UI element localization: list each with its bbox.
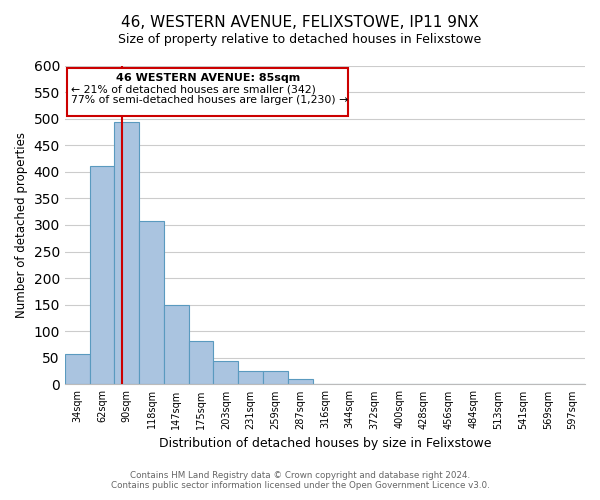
Text: 77% of semi-detached houses are larger (1,230) →: 77% of semi-detached houses are larger (… bbox=[71, 94, 348, 104]
Text: Size of property relative to detached houses in Felixstowe: Size of property relative to detached ho… bbox=[118, 32, 482, 46]
Bar bbox=[65, 354, 89, 384]
Text: 46, WESTERN AVENUE, FELIXSTOWE, IP11 9NX: 46, WESTERN AVENUE, FELIXSTOWE, IP11 9NX bbox=[121, 15, 479, 30]
Bar bbox=[263, 371, 288, 384]
Bar bbox=[288, 379, 313, 384]
Y-axis label: Number of detached properties: Number of detached properties bbox=[15, 132, 28, 318]
Bar bbox=[188, 341, 214, 384]
Bar bbox=[214, 361, 238, 384]
Bar bbox=[67, 68, 348, 116]
Bar bbox=[139, 221, 164, 384]
Bar bbox=[164, 305, 188, 384]
Bar bbox=[115, 122, 139, 384]
Bar bbox=[89, 166, 115, 384]
X-axis label: Distribution of detached houses by size in Felixstowe: Distribution of detached houses by size … bbox=[158, 437, 491, 450]
Text: 46 WESTERN AVENUE: 85sqm: 46 WESTERN AVENUE: 85sqm bbox=[116, 74, 300, 84]
Text: ← 21% of detached houses are smaller (342): ← 21% of detached houses are smaller (34… bbox=[71, 84, 316, 94]
Text: Contains HM Land Registry data © Crown copyright and database right 2024.
Contai: Contains HM Land Registry data © Crown c… bbox=[110, 470, 490, 490]
Bar bbox=[238, 371, 263, 384]
